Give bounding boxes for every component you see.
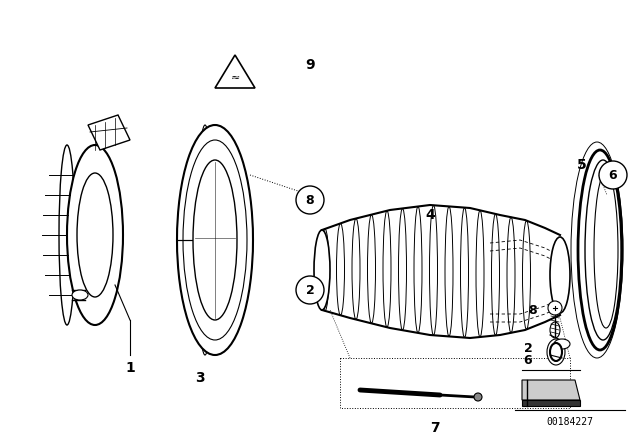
Ellipse shape bbox=[197, 125, 213, 355]
Ellipse shape bbox=[554, 339, 570, 349]
Text: 4: 4 bbox=[425, 208, 435, 222]
Circle shape bbox=[548, 301, 562, 315]
Ellipse shape bbox=[550, 343, 562, 361]
Circle shape bbox=[296, 186, 324, 214]
Text: ≈: ≈ bbox=[230, 73, 240, 83]
Text: 2: 2 bbox=[524, 341, 532, 354]
Ellipse shape bbox=[183, 140, 247, 340]
Ellipse shape bbox=[193, 160, 237, 320]
Ellipse shape bbox=[578, 150, 622, 350]
Text: 2: 2 bbox=[306, 284, 314, 297]
Ellipse shape bbox=[550, 322, 560, 338]
Polygon shape bbox=[522, 380, 580, 400]
Ellipse shape bbox=[585, 160, 621, 340]
Ellipse shape bbox=[72, 290, 88, 300]
Text: 3: 3 bbox=[195, 371, 205, 385]
Ellipse shape bbox=[550, 237, 570, 313]
Text: 00184227: 00184227 bbox=[547, 417, 593, 427]
Polygon shape bbox=[88, 115, 130, 150]
Text: 1: 1 bbox=[125, 361, 135, 375]
Circle shape bbox=[599, 161, 627, 189]
Ellipse shape bbox=[314, 230, 330, 310]
Text: 8: 8 bbox=[529, 303, 538, 316]
Ellipse shape bbox=[67, 145, 123, 325]
Polygon shape bbox=[522, 400, 580, 406]
Ellipse shape bbox=[594, 172, 618, 328]
Text: 6: 6 bbox=[609, 168, 618, 181]
Text: 7: 7 bbox=[430, 421, 440, 435]
Text: 9: 9 bbox=[305, 58, 315, 72]
Circle shape bbox=[296, 276, 324, 304]
Ellipse shape bbox=[547, 339, 565, 365]
Text: 6: 6 bbox=[524, 353, 532, 366]
Circle shape bbox=[474, 393, 482, 401]
Ellipse shape bbox=[571, 142, 623, 358]
Polygon shape bbox=[215, 55, 255, 88]
Ellipse shape bbox=[177, 125, 253, 355]
Text: 5: 5 bbox=[577, 158, 587, 172]
Ellipse shape bbox=[59, 145, 75, 325]
Text: 8: 8 bbox=[306, 194, 314, 207]
